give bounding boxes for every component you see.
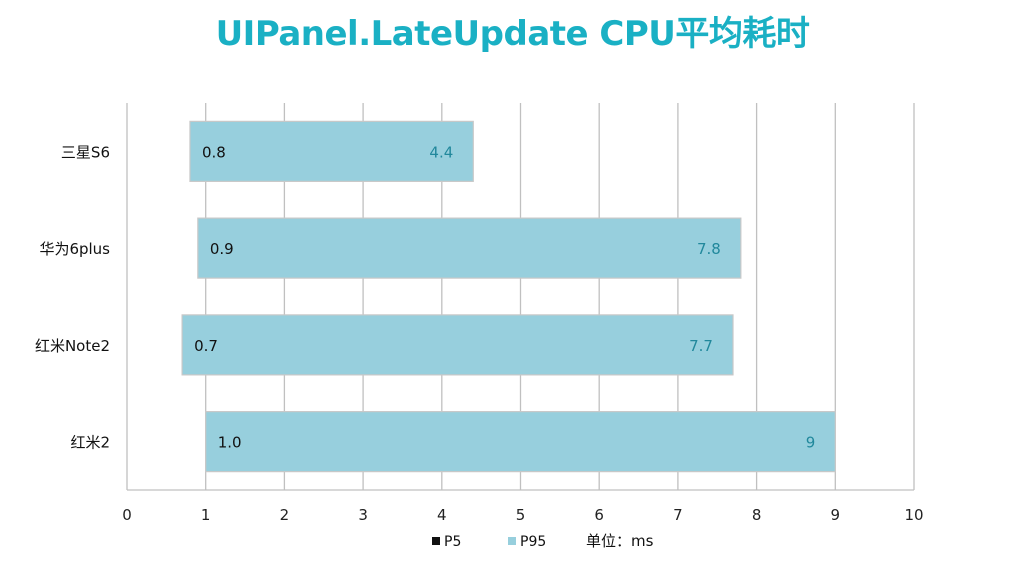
- bar-end-label: 4.4: [429, 143, 453, 161]
- data-labels: 0.8 4.4 0.9 7.8 0.7 7.7 1.0 9: [194, 143, 815, 451]
- x-tick-label: 8: [752, 506, 762, 524]
- bar-end-label: 7.8: [697, 240, 721, 258]
- bar-start-label: 0.8: [202, 143, 226, 161]
- bar-start-label: 0.7: [194, 337, 218, 355]
- unit-label: 单位：ms: [586, 532, 654, 550]
- axes: 0 1 2 3 4 5 6 7 8 9 10 三星S6 华为6plus 红米Note2 红米2: [35, 143, 924, 524]
- legend: P5 P95 单位：ms: [432, 532, 654, 550]
- x-tick-label: 9: [831, 506, 841, 524]
- bar-end-label: 9: [806, 434, 816, 452]
- bar: [197, 217, 742, 279]
- bar: [205, 411, 836, 473]
- x-tick-label: 3: [358, 506, 368, 524]
- x-tick-label: 0: [122, 506, 132, 524]
- bar: [181, 314, 734, 376]
- x-tick-label: 6: [594, 506, 604, 524]
- x-tick-label: 1: [201, 506, 211, 524]
- legend-swatch-p95: [508, 537, 516, 545]
- bar-start-label: 1.0: [218, 434, 242, 452]
- x-tick-label: 10: [904, 506, 923, 524]
- x-tick-label: 7: [673, 506, 683, 524]
- chart-title: UIPanel.LateUpdate CPU平均耗时: [215, 14, 810, 54]
- y-category-label: 华为6plus: [39, 240, 110, 258]
- legend-label-p95: P95: [520, 534, 546, 550]
- y-category-label: 红米Note2: [35, 337, 110, 355]
- bar-end-label: 7.7: [689, 337, 713, 355]
- bar: [189, 120, 474, 182]
- bars: [181, 120, 836, 473]
- y-category-label: 三星S6: [61, 143, 110, 161]
- x-tick-label: 2: [280, 506, 290, 524]
- legend-swatch-p5: [432, 537, 440, 545]
- y-category-label: 红米2: [70, 434, 110, 452]
- x-tick-label: 4: [437, 506, 447, 524]
- bar-start-label: 0.9: [210, 240, 234, 258]
- x-tick-label: 5: [516, 506, 526, 524]
- legend-label-p5: P5: [444, 534, 461, 550]
